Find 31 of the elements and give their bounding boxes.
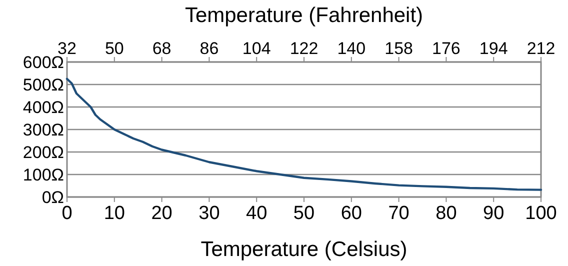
x2-tick-label: 86 xyxy=(200,39,219,58)
x2-tick-label: 68 xyxy=(152,39,172,58)
x-tick-label: 60 xyxy=(340,203,362,224)
x2-tick-label: 104 xyxy=(242,39,271,58)
x2-tick-label: 212 xyxy=(526,39,556,58)
x-tick-label: 80 xyxy=(436,203,457,224)
x-tick-label: 70 xyxy=(388,203,410,224)
x2-axis-title: Temperature (Fahrenheit) xyxy=(184,4,424,27)
x2-tick-label: 140 xyxy=(337,39,366,58)
y-tick-label: 400Ω xyxy=(22,98,64,117)
y-tick-label: 600Ω xyxy=(22,53,64,72)
x2-tick-label: 194 xyxy=(479,39,508,58)
x2-tick-label: 122 xyxy=(290,39,318,58)
x-axis-title: Temperature (Celsius) xyxy=(200,238,408,261)
x2-tick-label: 158 xyxy=(384,39,413,58)
x-tick-label: 20 xyxy=(151,203,172,224)
x-tick-label: 90 xyxy=(483,203,504,224)
x-tick-label: 30 xyxy=(198,203,220,224)
y-tick-label: 300Ω xyxy=(22,120,64,140)
x-tick-label: 50 xyxy=(293,203,315,224)
x-tick-label: 0 xyxy=(62,203,72,224)
x-tick-label: 10 xyxy=(104,203,125,224)
y-tick-label: 200Ω xyxy=(22,143,64,162)
line-series xyxy=(66,78,542,191)
x2-tick-label: 176 xyxy=(432,39,460,58)
x-tick-label: 100 xyxy=(525,203,557,224)
x2-tick-label: 50 xyxy=(104,39,124,58)
y-tick-label: 100Ω xyxy=(22,166,64,184)
y-tick-label: 0Ω xyxy=(42,188,64,207)
y-tick-label: 500Ω xyxy=(22,76,64,94)
x-tick-label: 40 xyxy=(246,203,268,224)
